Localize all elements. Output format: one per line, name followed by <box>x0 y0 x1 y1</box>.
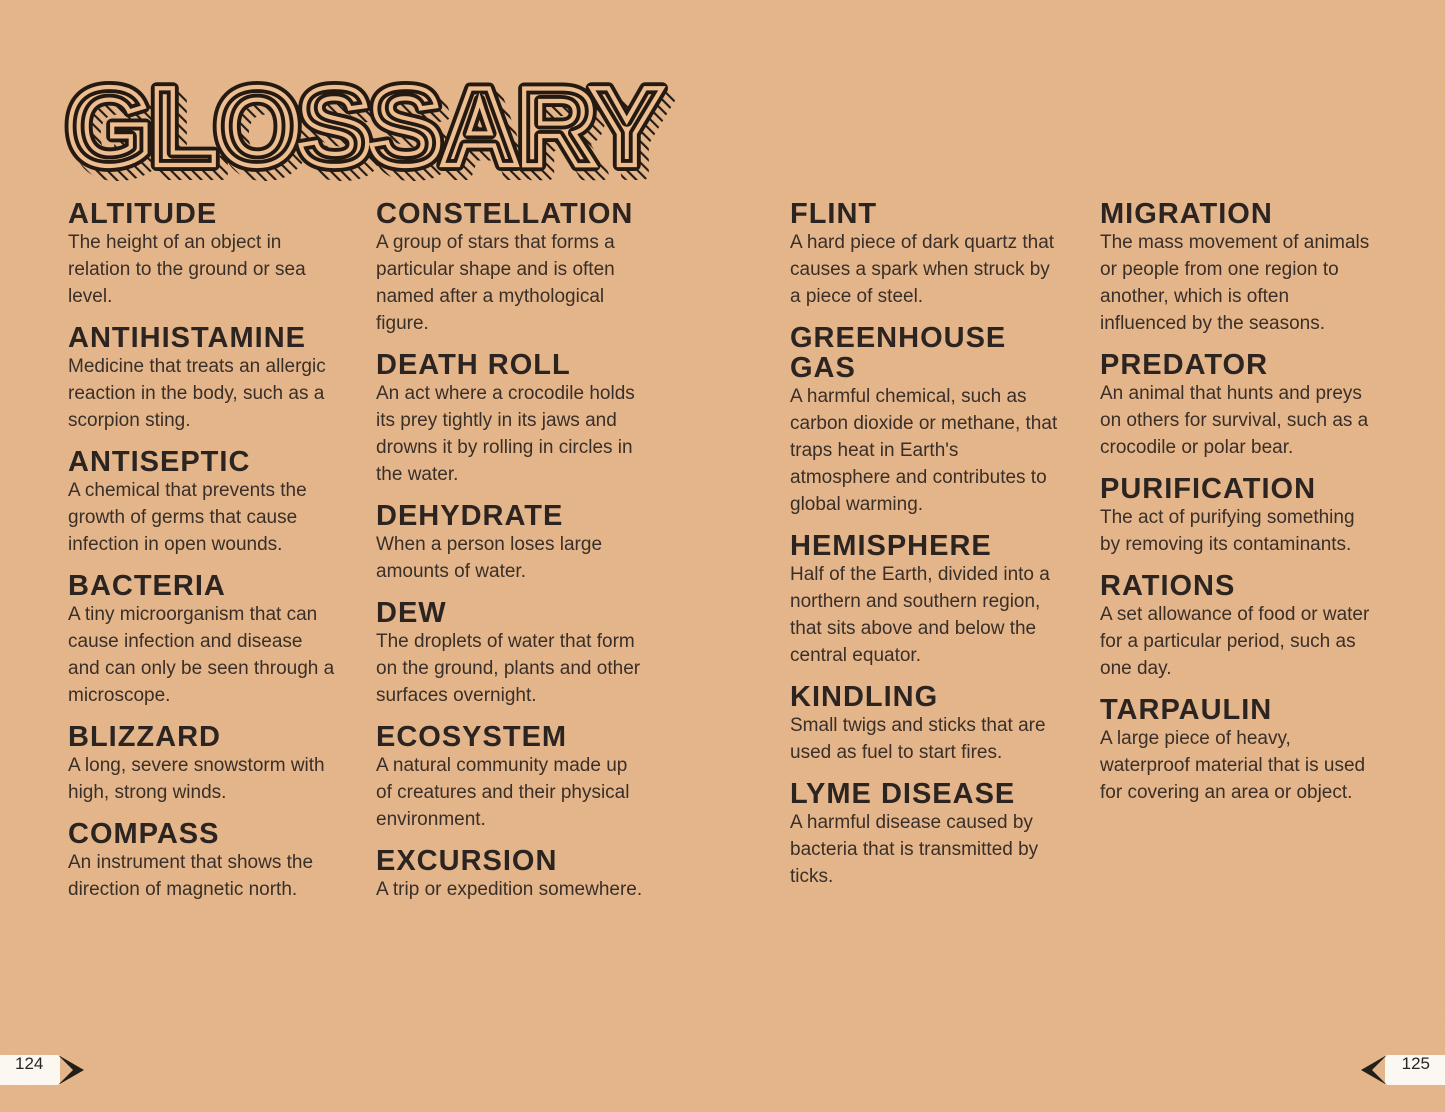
svg-text:GLOSSARY: GLOSSARY <box>66 65 663 189</box>
